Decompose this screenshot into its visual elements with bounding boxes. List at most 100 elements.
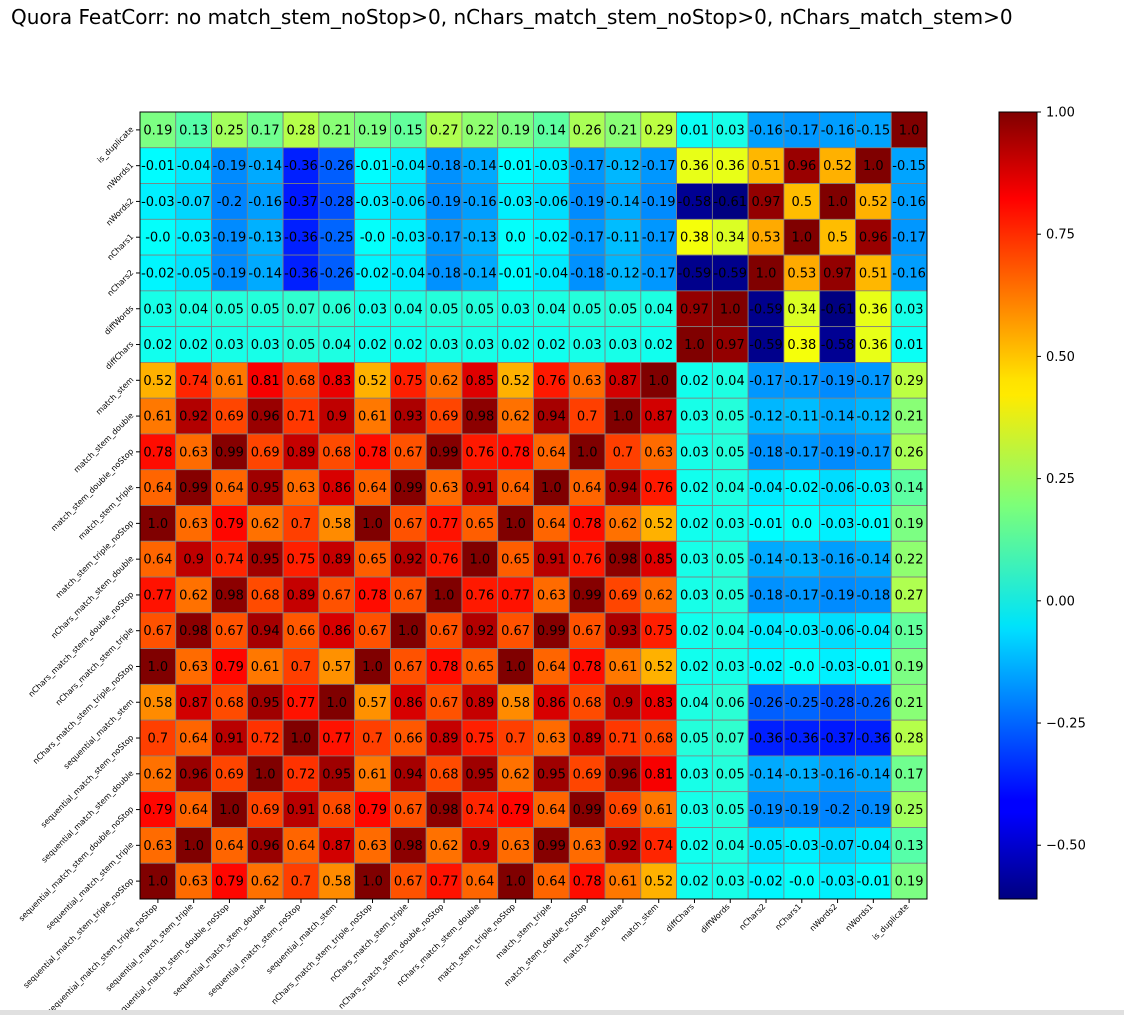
heatmap-cell <box>390 755 427 793</box>
heatmap-cell <box>676 755 713 793</box>
heatmap-cell <box>139 147 177 184</box>
heatmap-cell <box>640 469 677 506</box>
heatmap-cell <box>211 505 248 542</box>
heatmap-cell-label: 0.97 <box>716 338 745 353</box>
heatmap-cell-label: -0.07 <box>177 195 211 210</box>
heatmap-cell-label: 0.87 <box>179 696 208 711</box>
heatmap-cell <box>354 862 391 900</box>
heatmap-cell <box>211 362 248 399</box>
heatmap-cell <box>568 791 606 828</box>
heatmap-cell-label: 0.06 <box>716 696 745 711</box>
heatmap-cell <box>282 397 320 435</box>
heatmap-cell-label: 0.05 <box>716 445 745 460</box>
heatmap-cell-label: -0.04 <box>391 159 425 174</box>
heatmap-cell-label: 0.85 <box>644 553 673 568</box>
heatmap-cell-label: 0.89 <box>287 588 316 603</box>
heatmap-cell-label: 0.03 <box>716 660 745 675</box>
heatmap-cell <box>497 254 534 292</box>
heatmap-cell <box>855 505 892 542</box>
row-tick-label: nChars1 <box>106 232 136 262</box>
heatmap-cell-label: -0.59 <box>749 302 783 317</box>
heatmap-cell-label: -0.04 <box>391 266 425 281</box>
heatmap-cell-label: 0.21 <box>322 123 351 138</box>
heatmap-cell-label: 0.68 <box>573 696 602 711</box>
heatmap-cell <box>855 290 892 328</box>
heatmap-cell-label: -0.01 <box>356 159 390 174</box>
heatmap-cell-label: -0.11 <box>785 410 819 425</box>
heatmap-cell-label: 0.61 <box>358 410 387 425</box>
heatmap-cell-label: 0.91 <box>465 481 494 496</box>
heatmap-cell-label: -0.18 <box>749 445 783 460</box>
heatmap-cell <box>390 540 427 578</box>
heatmap-cell-label: 0.63 <box>644 445 673 460</box>
heatmap-cell-label: 0.65 <box>465 660 494 675</box>
heatmap-cell <box>139 540 177 578</box>
heatmap-cell-label: 0.03 <box>716 517 745 532</box>
heatmap-cell <box>461 683 499 721</box>
heatmap-cell-label: -0.58 <box>678 195 712 210</box>
heatmap-cell-label: -0.17 <box>785 588 819 603</box>
heatmap-cell-label: 0.74 <box>644 839 673 854</box>
heatmap-cell <box>676 254 713 292</box>
heatmap-cell-label: 0.7 <box>291 517 312 532</box>
heatmap-cell-label: -0.03 <box>821 875 855 890</box>
heatmap-cell-label: -0.02 <box>141 266 175 281</box>
heatmap-cell <box>390 719 427 757</box>
heatmap-cell-label: 0.86 <box>322 624 351 639</box>
heatmap-cell-label: 0.04 <box>680 696 709 711</box>
heatmap-cell <box>783 362 821 399</box>
heatmap-cell-label: 0.51 <box>752 159 781 174</box>
heatmap-cell-label: 1.0 <box>613 410 634 425</box>
heatmap-cell <box>711 218 749 256</box>
heatmap-cell <box>175 469 212 506</box>
heatmap-cell <box>640 719 677 757</box>
heatmap-cell-label: 0.75 <box>644 624 673 639</box>
heatmap-cell-label: 0.61 <box>143 410 172 425</box>
heatmap-cell-label: -0.26 <box>749 696 783 711</box>
heatmap-cell <box>640 862 677 900</box>
heatmap-cell-label: 1.0 <box>398 624 419 639</box>
heatmap-cell-label: 0.05 <box>716 767 745 782</box>
heatmap-cell-label: 0.97 <box>752 195 781 210</box>
heatmap-cell-label: -0.03 <box>785 624 819 639</box>
heatmap-cell <box>890 648 928 685</box>
heatmap-cell-label: -0.25 <box>785 696 819 711</box>
heatmap-cell-label: 0.62 <box>644 588 673 603</box>
heatmap-cell-label: 0.03 <box>680 410 709 425</box>
heatmap-frame <box>139 111 928 900</box>
heatmap-cell <box>640 254 677 292</box>
heatmap-cell-label: -0.19 <box>821 445 855 460</box>
heatmap-cell <box>390 433 427 471</box>
heatmap-cell-label: 0.67 <box>430 696 459 711</box>
heatmap-cell <box>783 254 821 292</box>
heatmap-cell-label: 0.63 <box>143 839 172 854</box>
colorbar-tick-label: 0.00 <box>1046 594 1075 609</box>
heatmap-cell <box>318 147 356 184</box>
heatmap-cell-label: -0.17 <box>427 231 461 246</box>
heatmap-cell <box>890 612 928 649</box>
heatmap-cell <box>282 862 320 900</box>
heatmap-cell <box>890 827 928 864</box>
heatmap-cell-label: 0.79 <box>215 660 244 675</box>
heatmap-cell-label: 0.67 <box>501 624 530 639</box>
heatmap-cell-label: -0.03 <box>356 195 390 210</box>
heatmap-cell <box>497 218 534 256</box>
heatmap-cell-label: 0.02 <box>680 624 709 639</box>
heatmap-cell-label: -0.12 <box>606 266 640 281</box>
heatmap-cell-label: 0.28 <box>287 123 316 138</box>
heatmap-cell-label: 0.02 <box>537 338 566 353</box>
heatmap-cell-label: 0.02 <box>680 839 709 854</box>
heatmap-cell-label: 0.15 <box>895 624 924 639</box>
heatmap-cell-label: -0.19 <box>570 195 604 210</box>
heatmap-cell-label: 0.64 <box>537 445 566 460</box>
heatmap-cell-label: -0.19 <box>857 803 891 818</box>
heatmap-cell-label: 0.04 <box>644 302 673 317</box>
heatmap-cell-label: 0.63 <box>537 588 566 603</box>
heatmap-cell <box>318 862 356 900</box>
heatmap-cell <box>855 147 892 184</box>
heatmap-cell-label: 0.71 <box>608 732 637 747</box>
heatmap-cell-label: 0.7 <box>291 875 312 890</box>
heatmap-cell <box>747 290 785 328</box>
heatmap-cell <box>497 326 534 363</box>
heatmap-cell-label: 1.0 <box>148 875 169 890</box>
